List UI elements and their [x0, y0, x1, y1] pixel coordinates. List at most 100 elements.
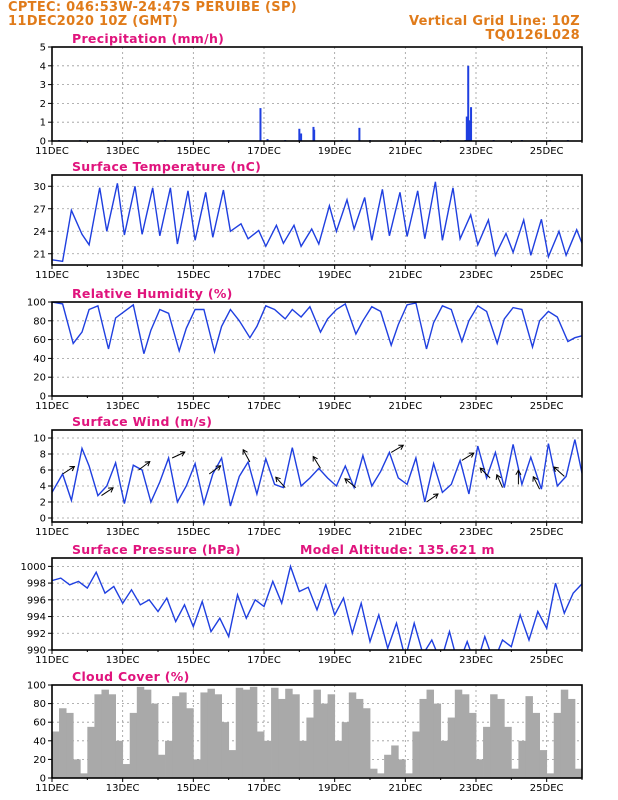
- wind-ytick-label: 4: [40, 482, 46, 493]
- cloud-bar: [150, 703, 159, 778]
- cloud-bar: [497, 698, 505, 778]
- rh-ytick-label: 40: [33, 354, 46, 365]
- precip-xtick-label: 19DEC: [318, 146, 352, 157]
- cloud-bar: [165, 740, 173, 778]
- cloud-xtick-label: 11DEC: [35, 783, 69, 794]
- pres-xtick-label: 19DEC: [318, 655, 352, 666]
- wind-arrow: [390, 444, 404, 453]
- wind-arrowhead: [179, 451, 186, 457]
- cloud-bar: [256, 731, 265, 778]
- cloud-ytick-label: 100: [27, 681, 46, 692]
- cloud-bar: [214, 694, 222, 778]
- cloud-bar: [433, 703, 442, 778]
- cloud-xtick-label: 13DEC: [106, 783, 140, 794]
- cloud-ytick-label: 40: [33, 736, 46, 747]
- cloud-bar: [362, 708, 371, 778]
- cloud-bar: [143, 689, 152, 778]
- wind-arrow: [138, 461, 151, 471]
- precip-bar: [300, 133, 303, 141]
- wind-arrow: [242, 449, 251, 463]
- cloud-bar: [419, 698, 427, 778]
- wind-frame: [51, 429, 583, 523]
- cloud-ytick-label: 80: [33, 699, 46, 710]
- temp-xtick-label: 19DEC: [318, 270, 352, 281]
- pres-xtick-label: 21DEC: [388, 655, 422, 666]
- cloud-ytick-label: 0: [40, 774, 46, 785]
- cloud-bar: [525, 696, 533, 778]
- rh-frame: [51, 301, 583, 397]
- temp-xtick-label: 11DEC: [35, 270, 69, 281]
- cloud-bar: [355, 698, 364, 778]
- cloud-bar: [348, 692, 357, 778]
- cloud-bar: [271, 687, 279, 778]
- wind-arrowhead: [433, 493, 439, 499]
- rh-xtick-label: 17DEC: [247, 401, 281, 412]
- cloud-xtick-label: 19DEC: [318, 783, 352, 794]
- cloud-bar: [454, 689, 463, 778]
- pres-xtick-label: 17DEC: [247, 655, 281, 666]
- rh-ytick-label: 80: [33, 316, 46, 327]
- cloud-bar: [221, 722, 230, 778]
- wind-arrow: [275, 476, 286, 488]
- cloud-xtick-label: 17DEC: [247, 783, 281, 794]
- rh-xtick-label: 19DEC: [318, 401, 352, 412]
- wind-arrowhead: [144, 461, 151, 467]
- temp-ytick-label: 24: [33, 227, 46, 238]
- cloud-bar: [582, 685, 589, 778]
- precip-ytick-label: 4: [40, 61, 46, 72]
- wind-arrow: [479, 467, 491, 479]
- wind-xtick-label: 23DEC: [459, 527, 493, 538]
- rh-ytick-label: 20: [33, 373, 46, 384]
- pres-panel: [48, 557, 583, 654]
- pres-xtick-label: 15DEC: [176, 655, 210, 666]
- wind-xtick-label: 13DEC: [106, 527, 140, 538]
- cloud-bar: [158, 754, 166, 778]
- cloud-bar: [447, 717, 456, 778]
- wind-arrowhead: [495, 473, 502, 480]
- cloud-xtick-label: 25DEC: [530, 783, 564, 794]
- cloud-bar: [306, 717, 314, 778]
- wind-arrowhead: [242, 448, 248, 455]
- wind-ytick-label: 2: [40, 498, 46, 509]
- rh-ytick-label: 100: [27, 298, 46, 309]
- precip-frame: [51, 46, 583, 142]
- precip-bar: [313, 129, 316, 141]
- cloud-bar: [511, 768, 519, 778]
- cloud-bar: [172, 696, 180, 778]
- wind-arrow: [461, 452, 475, 461]
- wind-arrow: [312, 456, 321, 469]
- wind-arrow: [62, 466, 75, 475]
- cloud-title: Cloud Cover (%): [72, 669, 190, 684]
- wind-xtick-label: 11DEC: [35, 527, 69, 538]
- wind-panel: [48, 429, 583, 526]
- model-code: TQ0126L028: [485, 28, 580, 43]
- cloud-bar: [384, 754, 392, 778]
- temp-frame: [51, 174, 583, 266]
- cloud-bar: [412, 731, 420, 778]
- cloud-bar: [476, 759, 484, 778]
- cloud-bar: [440, 740, 449, 778]
- rh-xtick-label: 13DEC: [106, 401, 140, 412]
- rh-ytick-label: 60: [33, 335, 46, 346]
- temp-xtick-label: 15DEC: [176, 270, 210, 281]
- pres-ytick-label: 994: [27, 612, 46, 623]
- temp-xtick-label: 21DEC: [388, 270, 422, 281]
- cloud-bar: [518, 740, 526, 778]
- cloud-bar: [391, 745, 399, 778]
- precip-ytick-label: 5: [40, 43, 46, 54]
- wind-arrow: [344, 478, 357, 488]
- cloud-bar: [292, 694, 300, 778]
- precip-xtick-label: 15DEC: [176, 146, 210, 157]
- pres-ytick-label: 992: [27, 629, 46, 640]
- wind-arrow: [101, 487, 114, 497]
- wind-xtick-label: 15DEC: [176, 527, 210, 538]
- temp-ytick-label: 27: [33, 204, 46, 215]
- wind-ytick-label: 10: [33, 434, 46, 445]
- cloud-bar: [546, 773, 555, 778]
- cloud-panel: [48, 684, 589, 782]
- pres-xtick-label: 23DEC: [459, 655, 493, 666]
- wind-arrowhead: [532, 475, 538, 482]
- cloud-bar: [122, 764, 131, 778]
- pres-ytick-label: 1000: [21, 562, 46, 573]
